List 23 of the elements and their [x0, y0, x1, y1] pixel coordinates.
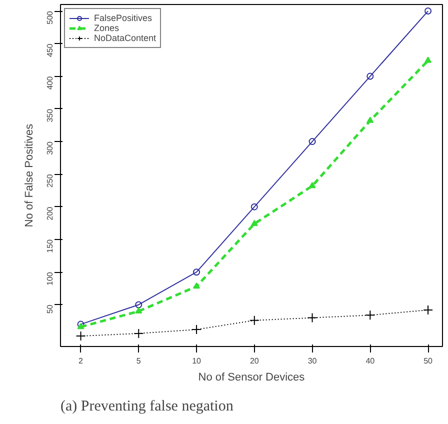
- x-tick-label: 30: [308, 356, 318, 366]
- y-tick-label: 450: [46, 43, 54, 58]
- x-tick-label: 10: [192, 356, 202, 366]
- x-axis-title: No of Sensor Devices: [198, 372, 306, 384]
- y-tick-label: 100: [46, 272, 54, 286]
- y-tick-label: 350: [46, 108, 54, 122]
- x-tick-label: 2: [78, 356, 84, 366]
- y-tick-label: 400: [46, 76, 54, 90]
- y-axis-title: No of False Positives: [24, 123, 36, 228]
- y-tick-label: 50: [46, 304, 54, 314]
- legend-label: FalsePositives: [94, 13, 152, 23]
- text: (a) Preventing false negation: [60, 398, 234, 414]
- x-tick-label: 40: [366, 356, 376, 366]
- y-tick-label: 150: [46, 238, 54, 253]
- x-tick-label: 5: [136, 356, 142, 366]
- legend-label: Zones: [94, 23, 120, 33]
- y-tick-label: 200: [46, 206, 54, 220]
- y-tick-label: 500: [46, 10, 54, 24]
- x-tick-label: 50: [424, 356, 434, 366]
- x-tick-label: 20: [250, 356, 260, 366]
- legend-label: NoDataContent: [94, 33, 156, 43]
- y-tick-label: 250: [46, 174, 54, 188]
- y-tick-label: 300: [46, 141, 54, 155]
